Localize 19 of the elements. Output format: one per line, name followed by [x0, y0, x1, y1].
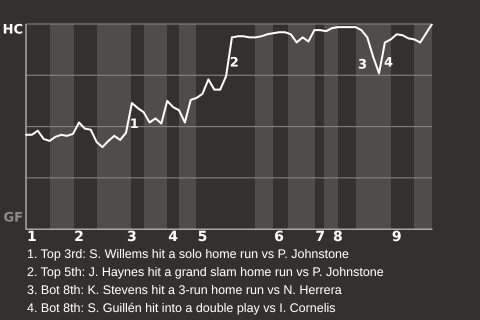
- text: GF: [3, 210, 23, 226]
- annotation: 3: [358, 57, 368, 72]
- x-tick-label: 2: [74, 229, 84, 246]
- x-tick-label: 9: [392, 229, 402, 246]
- x-tick-label: 6: [274, 229, 284, 246]
- text: 3. Bot 8th: K. Stevens hit a 3-run home run vs N. Herrera: [27, 282, 343, 299]
- x-tick-label: 3: [127, 229, 137, 246]
- annotation: 2: [230, 55, 239, 70]
- text: 1. Top 3rd: S. Willems hit a solo home run vs P. Johnstone: [27, 246, 350, 263]
- text: HC: [2, 22, 23, 38]
- x-tick-label: 5: [198, 229, 208, 246]
- text: 2. Top 5th: J. Haynes hit a grand slam home run vs P. Johnstone: [27, 264, 384, 281]
- x-tick-label: 8: [332, 229, 343, 246]
- annotation: 4: [384, 55, 393, 70]
- annotation: 1: [130, 116, 139, 132]
- x-tick-label: 1: [27, 229, 37, 246]
- x-tick-label: 7: [315, 229, 326, 246]
- x-tick-label: 4: [168, 229, 178, 246]
- text: 4. Bot 8th: S. Guillén hit into a double play vs I. Cornelis: [27, 300, 337, 317]
